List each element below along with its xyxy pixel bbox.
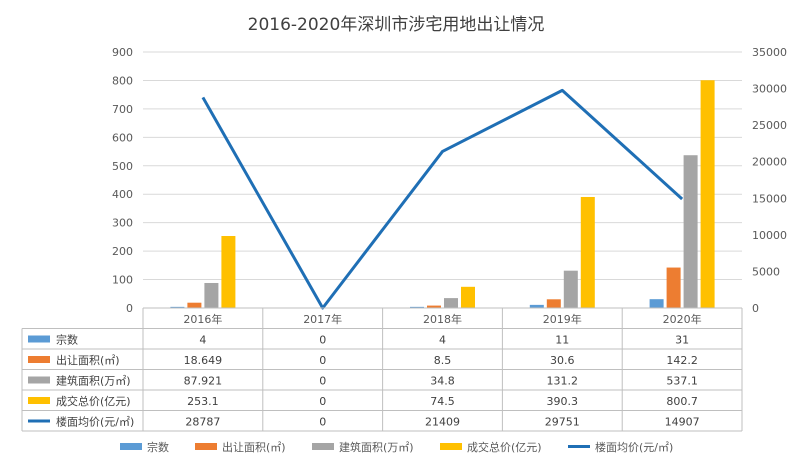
left-tick-label: 200 xyxy=(112,245,133,258)
bar-3-4 xyxy=(701,80,715,308)
bar-0-4 xyxy=(650,299,664,308)
table-cell: 18.649 xyxy=(184,354,223,367)
line-avg-price xyxy=(203,90,682,308)
right-axis: 0 5000 10000 15000 20000 25000 30000 35000 xyxy=(752,46,787,315)
category-label: 2020年 xyxy=(663,312,702,326)
table-cell: 29751 xyxy=(545,416,580,429)
left-tick-label: 800 xyxy=(112,74,133,87)
left-tick-label: 700 xyxy=(112,103,133,116)
bar-3-3 xyxy=(581,197,595,308)
table-cell: 11 xyxy=(555,334,569,347)
right-tick-label: 15000 xyxy=(752,192,787,205)
category-label: 2019年 xyxy=(543,312,582,326)
table-key-swatch xyxy=(28,336,50,343)
right-tick-label: 30000 xyxy=(752,83,787,96)
table-cell: 0 xyxy=(319,375,326,388)
table-cell: 31 xyxy=(675,334,689,347)
bar-2-3 xyxy=(564,271,578,308)
table-cell: 0 xyxy=(319,334,326,347)
table-cell: 4 xyxy=(199,334,206,347)
table-key-swatch xyxy=(28,377,50,384)
left-tick-label: 100 xyxy=(112,274,133,287)
table-cell: 131.2 xyxy=(547,375,579,388)
left-tick-label: 0 xyxy=(126,302,133,315)
table-cell: 8.5 xyxy=(434,354,452,367)
legend-label: 出让面积(㎡) xyxy=(222,440,286,454)
left-tick-label: 300 xyxy=(112,217,133,230)
left-tick-label: 600 xyxy=(112,131,133,144)
legend: 宗数 出让面积(㎡) 建筑面积(万㎡) 成交总价(亿元) 楼面均价(元/㎡) xyxy=(120,440,673,454)
legend-swatch xyxy=(440,443,462,450)
right-tick-label: 35000 xyxy=(752,46,787,59)
legend-label: 建筑面积(万㎡) xyxy=(339,440,414,454)
table-cell: 87.921 xyxy=(184,375,223,388)
bar-1-0 xyxy=(187,303,201,308)
right-tick-label: 0 xyxy=(752,302,759,315)
chart-title: 2016-2020年深圳市涉宅用地出让情况 xyxy=(248,15,545,35)
table-row-label: 出让面积(㎡) xyxy=(56,353,120,367)
table-cell: 34.8 xyxy=(430,375,455,388)
bar-2-0 xyxy=(204,283,218,308)
bar-3-2 xyxy=(461,287,475,308)
category-label: 2017年 xyxy=(303,312,342,326)
bar-1-3 xyxy=(547,299,561,308)
table-row-label: 建筑面积(万㎡) xyxy=(56,374,131,388)
table-key-swatch xyxy=(28,397,50,404)
table-cell: 800.7 xyxy=(666,395,698,408)
legend-label: 成交总价(亿元) xyxy=(467,440,542,454)
right-tick-label: 5000 xyxy=(752,265,780,278)
line-series xyxy=(203,90,682,308)
table-cell: 390.3 xyxy=(547,395,579,408)
right-tick-label: 25000 xyxy=(752,119,787,132)
right-tick-label: 20000 xyxy=(752,156,787,169)
left-tick-label: 400 xyxy=(112,188,133,201)
table-row-label: 宗数 xyxy=(56,333,78,347)
legend-swatch xyxy=(195,443,217,450)
left-tick-label: 900 xyxy=(112,46,133,59)
table-row-label: 楼面均价(元/㎡) xyxy=(56,415,134,429)
table-cell: 0 xyxy=(319,354,326,367)
table-cell: 142.2 xyxy=(666,354,698,367)
legend-label: 宗数 xyxy=(147,440,169,454)
table-cell: 537.1 xyxy=(666,375,698,388)
bar-2-4 xyxy=(684,155,698,308)
left-tick-label: 500 xyxy=(112,160,133,173)
legend-swatch xyxy=(312,443,334,450)
table-cell: 4 xyxy=(439,334,446,347)
legend-swatch xyxy=(120,443,142,450)
table-cell: 14907 xyxy=(665,416,700,429)
table-cell: 30.6 xyxy=(550,354,575,367)
table-key-swatch xyxy=(28,356,50,363)
right-tick-label: 10000 xyxy=(752,229,787,242)
category-label: 2018年 xyxy=(423,312,462,326)
table-cell: 74.5 xyxy=(430,395,455,408)
bar-2-2 xyxy=(444,298,458,308)
category-label: 2016年 xyxy=(183,312,222,326)
legend-label: 楼面均价(元/㎡) xyxy=(595,440,673,454)
table-row-label: 成交总价(亿元) xyxy=(56,394,131,408)
table-cell: 0 xyxy=(319,416,326,429)
table-cell: 28787 xyxy=(185,416,220,429)
left-axis: 0 100 200 300 400 500 600 700 800 900 xyxy=(112,46,133,315)
bar-3-0 xyxy=(221,236,235,308)
table-cell: 253.1 xyxy=(187,395,219,408)
bar-1-4 xyxy=(667,268,681,308)
table-cell: 21409 xyxy=(425,416,460,429)
table-cell: 0 xyxy=(319,395,326,408)
